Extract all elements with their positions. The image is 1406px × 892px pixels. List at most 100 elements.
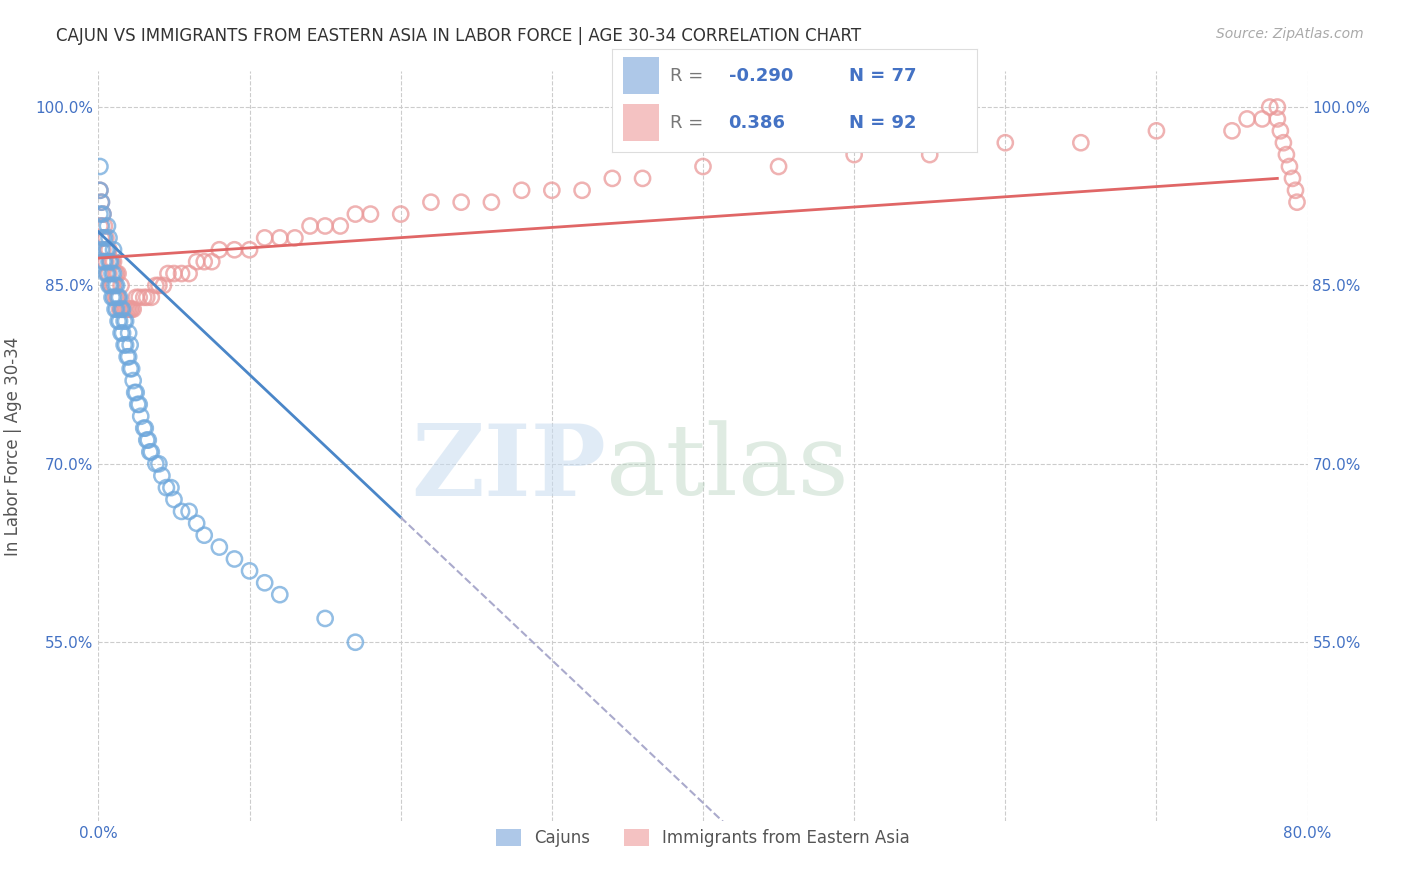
Point [93,219,115,233]
Point [98,254,121,268]
Point [91,207,114,221]
Point [269,588,291,602]
Point [481,195,503,210]
Point [1144,124,1167,138]
Point [768,160,790,174]
Point [98,267,121,281]
Point [540,183,562,197]
Point [239,564,262,578]
Point [1275,147,1298,161]
Point [284,231,307,245]
Point [125,385,148,400]
Point [115,302,138,317]
Point [100,278,122,293]
Point [94,231,117,245]
Point [108,302,131,317]
Point [450,195,472,210]
Point [103,254,125,268]
Point [90,195,112,210]
Point [1236,112,1258,126]
Point [186,516,208,531]
Point [91,243,114,257]
Point [115,350,138,364]
Point [105,302,128,317]
Point [150,468,173,483]
Point [93,254,115,268]
Point [111,302,134,317]
Point [1220,124,1243,138]
Point [94,254,117,268]
Point [96,219,118,233]
Point [193,254,215,268]
Point [89,207,111,221]
Point [120,302,142,317]
Point [110,302,132,317]
Point [114,302,136,317]
Point [103,278,125,293]
Point [101,290,124,304]
Point [145,457,167,471]
Point [132,421,155,435]
Point [1267,112,1289,126]
Point [631,171,654,186]
Point [692,160,714,174]
Point [253,231,276,245]
Point [111,326,134,340]
Point [141,445,163,459]
Point [844,147,866,161]
Point [111,302,134,317]
Point [148,278,170,293]
Point [253,575,276,590]
Legend: Cajuns, Immigrants from Eastern Asia: Cajuns, Immigrants from Eastern Asia [489,822,917,854]
Point [89,160,111,174]
Point [110,326,132,340]
Text: N = 92: N = 92 [849,114,917,132]
Point [108,314,131,328]
Point [201,254,224,268]
Point [103,243,125,257]
Point [104,290,127,304]
Point [112,338,135,352]
Point [389,207,412,221]
Point [1270,124,1292,138]
Point [420,195,443,210]
Point [135,290,157,304]
Point [118,326,141,340]
Point [100,278,122,293]
Point [89,183,111,197]
Point [104,278,127,293]
Point [344,635,367,649]
Point [602,171,624,186]
Point [114,338,136,352]
Point [299,219,322,233]
Point [107,314,129,328]
Y-axis label: In Labor Force | Age 30-34: In Labor Force | Age 30-34 [4,336,21,556]
Point [91,207,114,221]
Point [163,492,186,507]
Point [314,611,336,625]
Point [98,278,121,293]
Point [124,385,146,400]
Text: atlas: atlas [606,421,849,516]
Point [1272,136,1295,150]
Point [141,290,163,304]
Point [110,302,132,317]
Point [132,290,155,304]
Point [90,243,112,257]
Point [96,243,118,257]
Point [89,219,111,233]
Text: N = 77: N = 77 [849,67,917,85]
Point [179,504,201,518]
Point [94,267,117,281]
Point [94,243,117,257]
Point [90,219,112,233]
Point [105,290,128,304]
Point [103,290,125,304]
Point [114,314,136,328]
Text: ZIP: ZIP [412,420,606,517]
Point [1284,183,1306,197]
Point [1278,160,1301,174]
Point [122,374,145,388]
Point [208,243,231,257]
Point [163,267,186,281]
